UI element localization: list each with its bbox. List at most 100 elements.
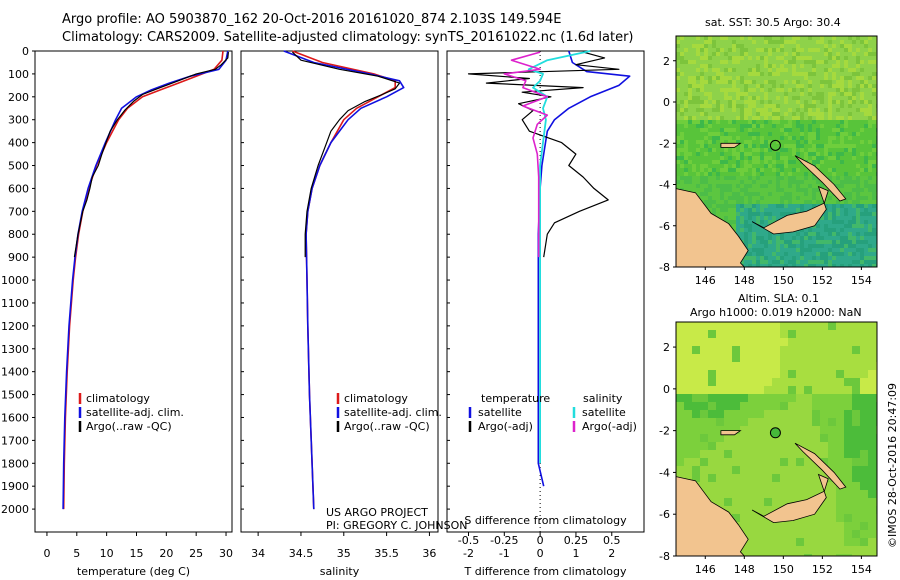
- map-cell: [796, 418, 805, 427]
- map-cell: [704, 76, 709, 81]
- map-cell: [684, 168, 689, 173]
- map-cell: [816, 232, 821, 237]
- map-cell: [848, 200, 853, 205]
- map-cell: [812, 418, 821, 427]
- map-cell: [852, 362, 861, 371]
- map-cell: [748, 140, 753, 145]
- map-cell: [820, 330, 829, 339]
- map-cell: [788, 160, 793, 165]
- map-cell: [688, 188, 693, 193]
- map-cell: [752, 104, 757, 109]
- map-cell: [728, 164, 733, 169]
- map-cell: [848, 164, 853, 169]
- map-cell: [804, 252, 809, 257]
- map-cell: [824, 152, 829, 157]
- map-cell: [680, 96, 685, 101]
- map-cell: [872, 200, 877, 205]
- map-cell: [812, 410, 821, 419]
- map-cell: [704, 92, 709, 97]
- map-cell: [708, 160, 713, 165]
- map-cell: [684, 128, 689, 133]
- map-cell: [868, 370, 877, 379]
- map-cell: [860, 44, 865, 49]
- map-cell: [848, 208, 853, 213]
- map-cell: [724, 44, 729, 49]
- map-cell: [868, 100, 873, 105]
- map-cell: [740, 216, 745, 221]
- map-cell: [748, 208, 753, 213]
- map-cell: [788, 264, 793, 267]
- map-cell: [852, 104, 857, 109]
- map-cell: [772, 474, 781, 483]
- map-cell: [764, 196, 769, 201]
- map-cell: [700, 148, 705, 153]
- map-cell: [692, 48, 697, 53]
- map-cell: [764, 200, 769, 205]
- map-cell: [796, 386, 805, 395]
- map-cell: [696, 184, 701, 189]
- map-cell: [872, 56, 877, 61]
- map-cell: [856, 220, 861, 225]
- map-cell: [836, 466, 845, 475]
- map-cell: [868, 92, 873, 97]
- map-cell: [708, 92, 713, 97]
- map-cell: [716, 36, 721, 41]
- map-cell: [816, 132, 821, 137]
- map-cell: [708, 330, 717, 339]
- map-cell: [808, 144, 813, 149]
- map-cell: [764, 68, 769, 73]
- map-cell: [756, 192, 761, 197]
- map-cell: [724, 338, 733, 347]
- map-cell: [776, 264, 781, 267]
- map-cell: [820, 72, 825, 77]
- map-cell: [780, 498, 789, 507]
- map-cell: [688, 104, 693, 109]
- map-cell: [768, 208, 773, 213]
- map-cell: [700, 338, 709, 347]
- map-cell: [820, 338, 829, 347]
- map-cell: [804, 184, 809, 189]
- map-cell: [852, 180, 857, 185]
- map-cell: [804, 442, 813, 451]
- map-cell: [784, 236, 789, 241]
- map-cell: [776, 76, 781, 81]
- map-cell: [700, 120, 705, 125]
- map-cell: [768, 168, 773, 173]
- map-cell: [804, 232, 809, 237]
- sst-map-field: [676, 36, 877, 267]
- map-cell: [736, 212, 741, 217]
- map-cell: [788, 148, 793, 153]
- map-cell: [804, 124, 809, 129]
- map-cell: [868, 402, 877, 411]
- map-cell: [684, 144, 689, 149]
- map-cell: [808, 260, 813, 265]
- map-cell: [748, 124, 753, 129]
- map-cell: [844, 100, 849, 105]
- map-cell: [872, 140, 877, 145]
- map-cell: [700, 92, 705, 97]
- map-cell: [716, 120, 721, 125]
- map-cell: [760, 164, 765, 169]
- map-cell: [832, 152, 837, 157]
- map-cell: [716, 56, 721, 61]
- map-cell: [812, 84, 817, 89]
- map-cell: [752, 160, 757, 165]
- map-cell: [868, 36, 873, 41]
- map-cell: [732, 402, 741, 411]
- x-tick2-label: 0: [537, 534, 544, 547]
- map-cell: [696, 80, 701, 85]
- map-cell: [772, 450, 781, 459]
- map-cell: [748, 538, 757, 547]
- depth-tick-label: 100: [8, 68, 29, 81]
- map-cell: [848, 252, 853, 257]
- map-cell: [828, 104, 833, 109]
- map-cell: [856, 192, 861, 197]
- map-cell: [856, 204, 861, 209]
- sla-map-field: [676, 322, 877, 556]
- map-cell: [720, 180, 725, 185]
- map-cell: [848, 156, 853, 161]
- map-cell: [748, 530, 757, 539]
- map-cell: [680, 164, 685, 169]
- map-cell: [724, 136, 729, 141]
- map-cell: [788, 450, 797, 459]
